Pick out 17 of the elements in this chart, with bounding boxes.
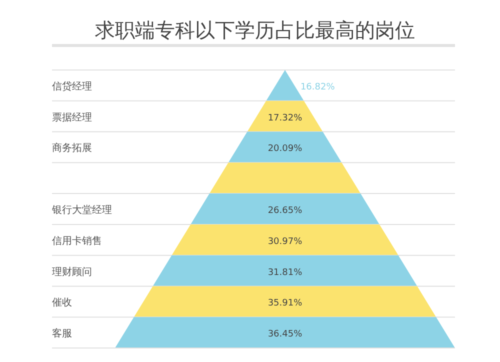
category-label: 票据经理 [52,111,92,124]
text: 求职端专科以下学历占比最高的岗位 [95,18,415,42]
data-label: 31.81% [268,268,303,278]
category-label: 客服 [52,328,72,340]
data-label: 30.97% [268,236,303,247]
data-label: 35.91% [268,298,303,309]
data-label: 26.65% [268,206,303,216]
category-label: 催收 [52,298,72,309]
category-label: 信贷经理 [52,80,92,92]
category-label: 信用卡销售 [52,234,102,247]
data-label: 36.45% [268,330,303,340]
data-label: 16.82% [300,82,336,92]
data-label: 20.09% [268,144,303,154]
category-label: 商务拓展 [52,142,92,154]
data-label: 17.32% [268,113,303,124]
category-label: 理财顾问 [52,266,92,278]
category-label: 银行大堂经理 [51,204,112,216]
